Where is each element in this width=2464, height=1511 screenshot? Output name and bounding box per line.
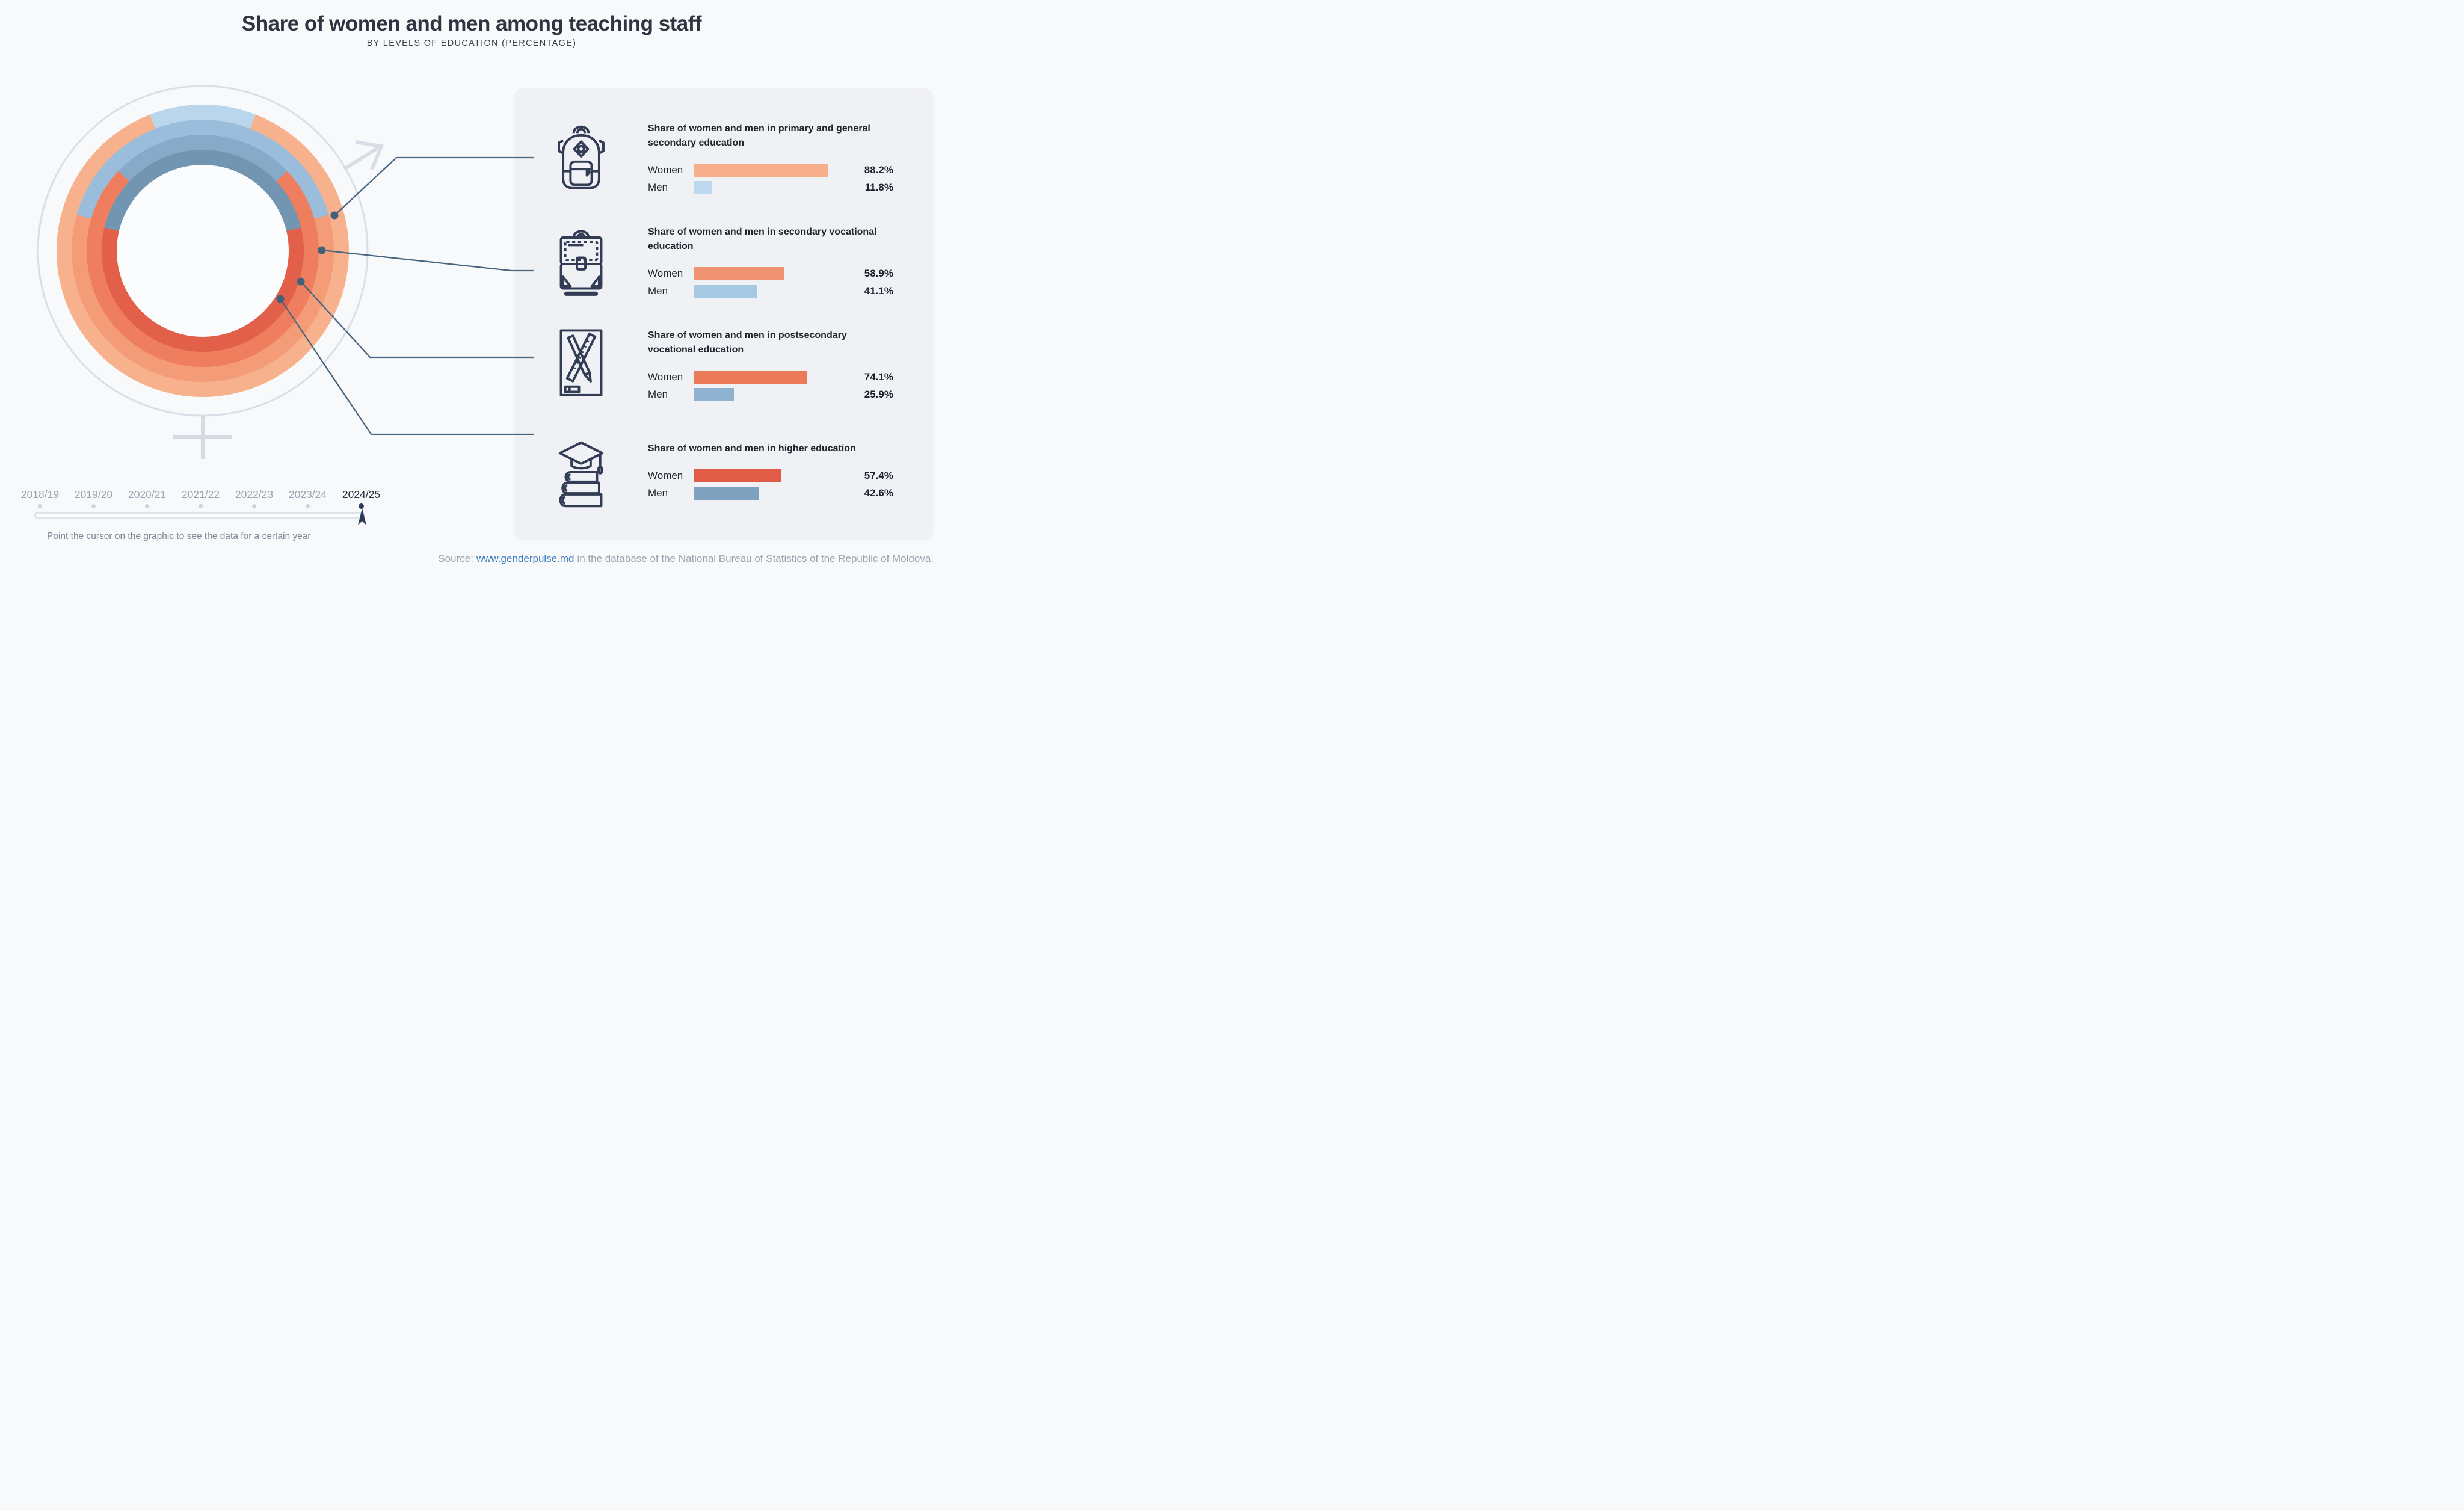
row-label: Women bbox=[648, 164, 683, 176]
year-label-2022-23[interactable]: 2022/23 bbox=[235, 488, 274, 500]
year-label-2019-20[interactable]: 2019/20 bbox=[74, 488, 113, 500]
timeline-track[interactable] bbox=[34, 512, 365, 519]
timeline-year-dots bbox=[13, 503, 388, 509]
year-dot-cell bbox=[67, 503, 120, 509]
row-bar bbox=[694, 371, 807, 384]
mars-arrow-icon bbox=[343, 140, 384, 171]
year-dot-cell bbox=[174, 503, 227, 509]
venus-cross-icon bbox=[173, 416, 232, 459]
connector-line-primary bbox=[334, 156, 534, 216]
row-label: Men bbox=[648, 182, 668, 193]
row-label: Women bbox=[648, 371, 683, 383]
stat-row-men: Men 41.1% bbox=[648, 285, 893, 298]
row-bar bbox=[694, 164, 829, 177]
donut-hole bbox=[117, 165, 289, 337]
source-prefix: Source: bbox=[438, 553, 473, 564]
connector-line-secondary-vocational bbox=[321, 249, 534, 272]
row-label: Women bbox=[648, 268, 683, 279]
source-link[interactable]: www.genderpulse.md bbox=[476, 553, 574, 564]
row-bar bbox=[694, 285, 757, 298]
stat-row-men: Men 25.9% bbox=[648, 388, 893, 401]
year-dot-cell bbox=[120, 503, 174, 509]
year-dot-cell bbox=[13, 503, 67, 509]
page-title: Share of women and men among teaching st… bbox=[241, 12, 702, 35]
stat-row-men: Men 42.6% bbox=[648, 487, 893, 500]
stat-row-women: Women 74.1% bbox=[648, 371, 893, 384]
row-value: 42.6% bbox=[864, 487, 893, 499]
year-dot-cell bbox=[281, 503, 334, 509]
backpack-icon bbox=[551, 119, 611, 198]
row-value: 25.9% bbox=[864, 389, 893, 400]
row-label: Women bbox=[648, 470, 683, 481]
block-title: Share of women and men in postsecondary … bbox=[648, 330, 847, 355]
year-label-2018-19[interactable]: 2018/19 bbox=[20, 488, 60, 500]
year-dot[interactable] bbox=[145, 503, 149, 508]
year-label-2024-25[interactable]: 2024/25 bbox=[342, 488, 381, 500]
source-line: Source: www.genderpulse.md in the database… bbox=[438, 553, 934, 565]
year-dot-cell bbox=[227, 503, 281, 509]
year-label-2021-22[interactable]: 2021/22 bbox=[181, 488, 220, 500]
info-panel: Share of women and men in primary and ge… bbox=[514, 88, 934, 540]
row-bar bbox=[694, 267, 784, 280]
timeline-cursor-marker[interactable] bbox=[357, 508, 368, 527]
stat-row-women: Women 58.9% bbox=[648, 267, 893, 280]
stat-row-women: Women 88.2% bbox=[648, 164, 893, 177]
year-dot[interactable] bbox=[91, 503, 96, 508]
row-bar bbox=[694, 469, 782, 482]
year-dot[interactable] bbox=[199, 503, 203, 508]
row-value: 41.1% bbox=[864, 285, 893, 297]
timeline-years: 2018/19 2019/20 2020/21 2021/22 2022/23 2023/… bbox=[13, 488, 388, 501]
year-dot[interactable] bbox=[38, 503, 42, 508]
infographic-page: Share of women and men among teaching st… bbox=[0, 0, 943, 579]
year-label-2020-21[interactable]: 2020/21 bbox=[128, 488, 167, 500]
stat-row-men: Men 11.8% bbox=[648, 181, 893, 194]
stat-row-women: Women 57.4% bbox=[648, 469, 893, 482]
row-label: Men bbox=[648, 285, 668, 297]
row-label: Men bbox=[648, 389, 668, 400]
row-value: 57.4% bbox=[864, 470, 893, 481]
row-bar bbox=[694, 181, 712, 194]
page-subtitle: BY LEVELS OF EDUCATION (PERCENTAGE) bbox=[366, 38, 577, 48]
row-value: 58.9% bbox=[864, 268, 893, 279]
year-dot[interactable] bbox=[252, 503, 256, 508]
year-label-2023-24[interactable]: 2023/24 bbox=[288, 488, 327, 500]
row-value: 11.8% bbox=[864, 182, 893, 193]
year-dot[interactable] bbox=[306, 503, 310, 508]
year-dot-active[interactable] bbox=[359, 503, 364, 509]
briefcase-icon bbox=[551, 223, 611, 302]
graduation-books-icon bbox=[551, 439, 611, 519]
donut-chart[interactable] bbox=[57, 105, 349, 397]
pencil-ruler-icon bbox=[551, 326, 611, 405]
block-title: Share of women and men in higher educati… bbox=[648, 443, 856, 454]
year-dot-cell bbox=[334, 503, 388, 509]
row-label: Men bbox=[648, 487, 668, 499]
timeline-hint: Point the cursor on the graphic to see t… bbox=[47, 531, 311, 541]
block-title: Share of women and men in primary and ge… bbox=[648, 123, 870, 148]
block-title: Share of women and men in secondary voca… bbox=[648, 227, 877, 251]
row-value: 88.2% bbox=[864, 164, 893, 176]
source-suffix: in the database of the National Bureau o… bbox=[577, 553, 934, 564]
row-bar bbox=[694, 487, 759, 500]
row-value: 74.1% bbox=[864, 371, 893, 383]
row-bar bbox=[694, 388, 734, 401]
